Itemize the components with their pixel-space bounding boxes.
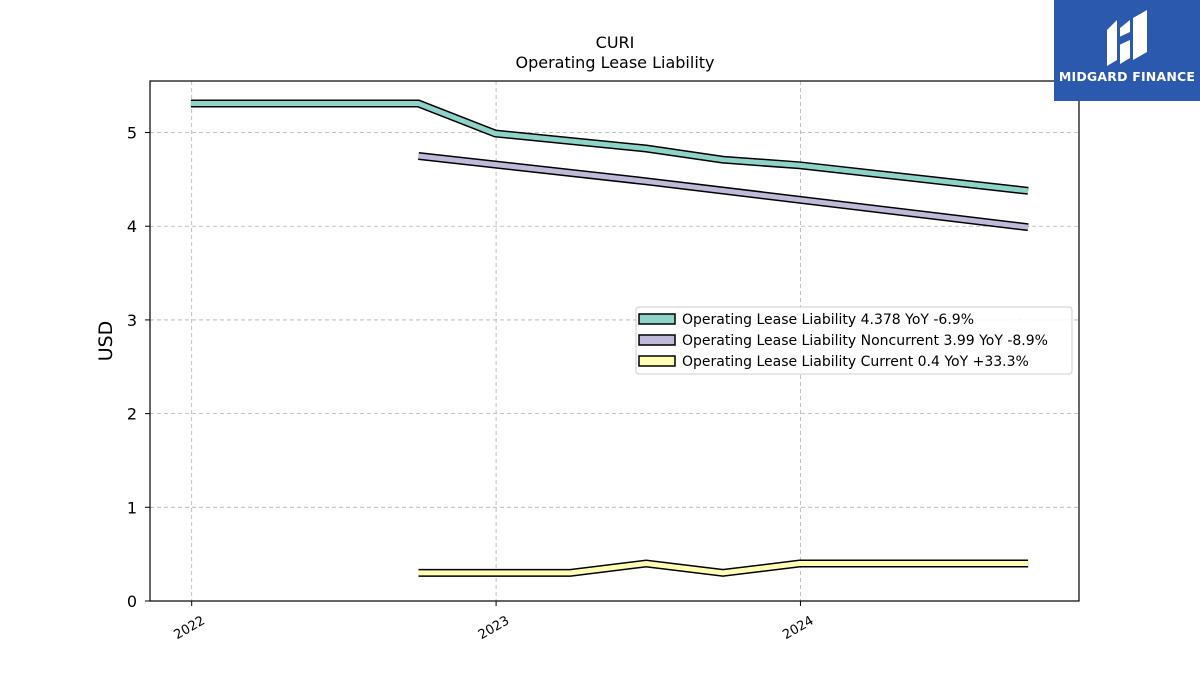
legend-label: Operating Lease Liability Current 0.4 Yo… bbox=[682, 354, 1029, 370]
midgard-logo-icon bbox=[1107, 10, 1147, 66]
legend-label: Operating Lease Liability Noncurrent 3.9… bbox=[682, 333, 1048, 349]
x-tick-label: 2022 bbox=[172, 613, 208, 643]
x-tick-label: 2024 bbox=[780, 613, 816, 643]
chart-subtitle: Operating Lease Liability bbox=[515, 53, 714, 72]
series-line bbox=[418, 560, 1029, 576]
legend-swatch bbox=[638, 355, 676, 367]
x-axis: 2022 2023 2024 bbox=[172, 601, 816, 643]
chart-title: CURI bbox=[596, 33, 635, 52]
y-tick-label: 1 bbox=[127, 498, 137, 517]
y-axis: 0 1 2 3 4 5 bbox=[127, 124, 150, 611]
series-line bbox=[190, 101, 1029, 194]
y-axis-label: USD bbox=[95, 321, 117, 362]
series-layer bbox=[190, 99, 1029, 577]
x-tick-label: 2023 bbox=[476, 613, 512, 643]
plot-frame bbox=[149, 80, 1080, 602]
legend-swatch bbox=[638, 313, 676, 325]
y-tick-label: 4 bbox=[127, 217, 137, 236]
y-tick-label: 2 bbox=[127, 405, 137, 424]
legend-swatch bbox=[638, 334, 676, 346]
logo-text: MIDGARD FINANCE bbox=[1058, 69, 1196, 84]
series-line bbox=[418, 153, 1029, 230]
y-tick-label: 0 bbox=[127, 592, 137, 611]
legend-label: Operating Lease Liability 4.378 YoY -6.9… bbox=[682, 312, 974, 328]
brand-logo: MIDGARD FINANCE bbox=[1054, 0, 1200, 101]
y-tick-label: 5 bbox=[127, 124, 137, 143]
legend-box bbox=[635, 306, 1073, 375]
legend: Operating Lease Liability 4.378 YoY -6.9… bbox=[635, 306, 1073, 375]
y-tick-label: 3 bbox=[127, 311, 137, 330]
